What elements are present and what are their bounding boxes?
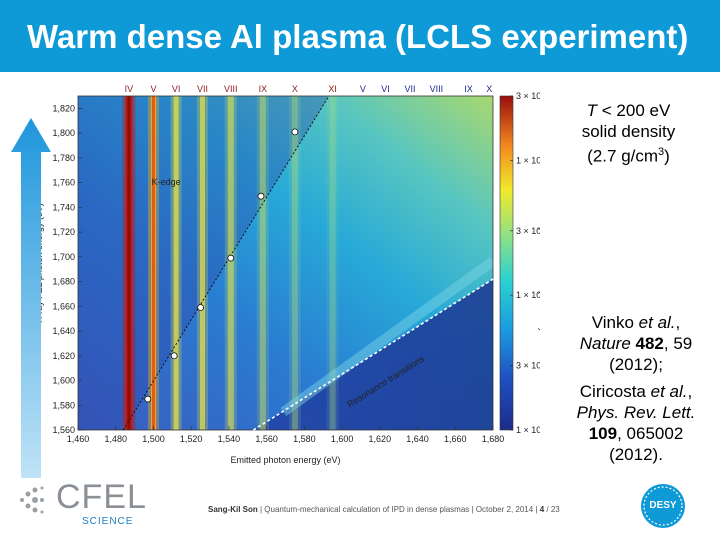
x-tick-label: 1,500 [142,434,165,444]
y-tick-label: 1,620 [52,351,75,361]
y-tick-label: 1,820 [52,103,75,113]
slide-footer: Sang-Kil Son | Quantum-mechanical calcul… [208,505,560,514]
y-tick-label: 1,740 [52,202,75,212]
emission-line-IX [259,96,266,430]
resonance-label-V: V [360,84,366,94]
emission-label-V: V [150,84,156,94]
colorbar-tick-label: 3 × 10⁷ [516,91,540,101]
resonance-label-IX: IX [464,84,473,94]
colorbar-tick-label: 1 × 10⁵ [516,425,540,435]
title-bar: Warm dense Al plasma (LCLS experiment) [0,0,720,72]
x-tick-label: 1,540 [218,434,241,444]
y-tick-label: 1,780 [52,153,75,163]
emission-line-VIII [227,96,234,430]
k-edge-line [122,95,330,431]
k-edge-point-4 [227,254,235,262]
y-tick-label: 1,800 [52,128,75,138]
plot-frame [77,95,494,431]
reference-ciricosta: Ciricosta et al., Phys. Rev. Lett. 109, … [576,382,696,464]
emission-label-X: X [292,84,298,94]
emission-line-XI [329,96,336,430]
resonance-label-VIII: VIII [430,84,444,94]
footer-info: | Quantum-mechanical calculation of IPD … [257,505,540,514]
emission-line-X [291,96,298,430]
emission-label-VI: VI [172,84,181,94]
reference-vinko: Vinko et al., Nature 482, 59 (2012); [579,313,693,374]
resonance-glow [280,257,493,417]
x-tick-label: 1,480 [104,434,127,444]
y-tick-label: 1,600 [52,376,75,386]
x-tick-label: 1,620 [369,434,392,444]
desy-logo: DESY [639,482,687,530]
conditions-text: T < 200 eV solid density (2.7 g/cm3) [556,100,701,167]
colorbar-tick-label: 3 × 10⁵ [516,361,540,371]
colorbar-tick-label: 3 × 10⁶ [516,226,540,236]
heatmap-chart: 1,460 1,480 1,500 1,520 1,540 1,560 1,580 1,600… [34,84,540,465]
y-tick-label: 1,580 [52,400,75,410]
emission-line-glow-XI [326,96,339,430]
colorbar [499,95,514,431]
resonance-label-X: X [486,84,492,94]
y-tick-label: 1,720 [52,227,75,237]
x-tick-label: 1,680 [482,434,505,444]
x-tick-label: 1,580 [293,434,316,444]
cfel-subtitle: SCIENCE [82,516,134,527]
colorbar-tick-label: 1 × 10⁷ [516,155,540,165]
colorbar-label: Emitted photon number (sr⁻¹eV⁻¹) [538,195,540,331]
footer-total: / 23 [544,505,560,514]
footer-author: Sang-Kil Son [208,505,258,514]
emission-line-glow-IX [256,96,269,430]
x-tick-label: 1,520 [180,434,203,444]
k-edge-label: K-edge [152,177,181,187]
k-edge-point-5 [257,192,265,200]
y-tick-label: 1,760 [52,178,75,188]
emission-line-core-V [151,96,155,430]
emission-line-VI [173,96,179,430]
emission-line-core-IV [127,96,131,430]
cfel-logo: CFEL SCIENCE [16,478,166,530]
x-tick-label: 1,640 [406,434,429,444]
y-tick-label: 1,660 [52,301,75,311]
desy-logo-icon [641,484,685,528]
k-edge-point-6 [291,128,299,136]
emission-line-glow-X [288,96,301,430]
emission-label-XI: XI [328,84,337,94]
cfel-wordmark: CFEL [56,478,147,516]
temperature-line: T < 200 eV [586,101,671,120]
resonance-label-VI: VI [381,84,390,94]
x-tick-label: 1,560 [255,434,278,444]
x-axis-label: Emitted photon energy (eV) [230,455,340,465]
slide-title: Warm dense Al plasma (LCLS experiment) [27,18,689,55]
y-tick-label: 1,700 [52,252,75,262]
density-value-line: (2.7 g/cm3) [587,146,670,166]
emission-label-VIII: VIII [224,84,238,94]
emission-label-IX: IX [259,84,268,94]
desy-wordmark: DESY [649,500,677,511]
density-line: solid density [581,122,676,141]
x-tick-label: 1,600 [331,434,354,444]
emission-line-VII [200,96,205,430]
up-arrow-icon [11,118,51,478]
k-edge-point-3 [197,304,205,311]
resonance-label-VII: VII [404,84,415,94]
cfel-dots-icon [20,486,44,514]
footer-page: 4 [539,505,545,514]
y-tick-label: 1,560 [52,425,75,435]
colorbar-tick-label: 1 × 10⁶ [516,290,540,300]
k-edge-point-2 [170,352,178,360]
emission-label-VII: VII [197,84,208,94]
y-tick-label: 1,640 [52,326,75,336]
x-tick-label: 1,460 [67,434,90,444]
emission-label-IV: IV [125,84,134,94]
k-edge-point-1 [144,395,152,403]
y-tick-label: 1,680 [52,277,75,287]
x-tick-label: 1,660 [444,434,467,444]
